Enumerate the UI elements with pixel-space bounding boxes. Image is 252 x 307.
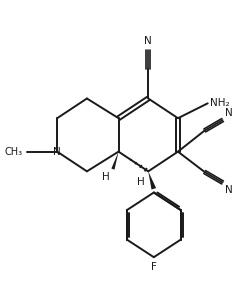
- Text: N: N: [144, 37, 151, 46]
- Polygon shape: [111, 152, 118, 169]
- Text: F: F: [150, 262, 156, 272]
- Text: N: N: [224, 185, 232, 195]
- Text: N: N: [53, 147, 61, 157]
- Polygon shape: [148, 171, 155, 189]
- Text: NH₂: NH₂: [209, 98, 228, 108]
- Text: H: H: [102, 172, 110, 182]
- Text: CH₃: CH₃: [5, 147, 23, 157]
- Text: H: H: [136, 177, 144, 187]
- Text: N: N: [224, 108, 232, 118]
